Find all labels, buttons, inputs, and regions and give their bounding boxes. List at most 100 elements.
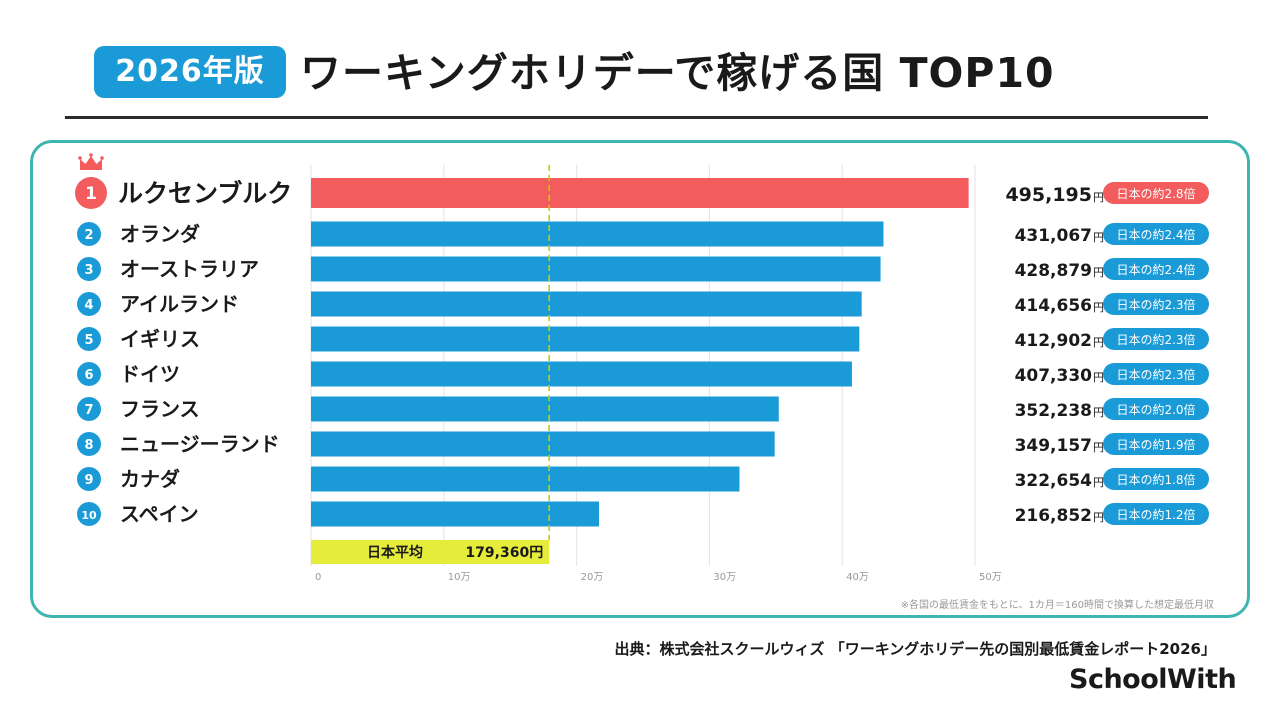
unit-label: 円 xyxy=(1093,406,1104,419)
footnote: ※各国の最低賃金をもとに、1カ月＝160時間で換算した想定最低月収 xyxy=(900,600,1214,611)
ratio-label: 日本の約1.8倍 xyxy=(1116,472,1195,487)
value-label: 431,067 xyxy=(1015,226,1092,246)
ratio-badge xyxy=(1103,182,1209,204)
rank-circle xyxy=(77,502,101,526)
value-label: 216,852 xyxy=(1015,506,1092,526)
country-label: スペイン xyxy=(120,502,199,526)
crown-jewel xyxy=(78,156,82,160)
rank-number: 10 xyxy=(81,509,97,522)
country-label: ドイツ xyxy=(120,362,180,386)
value-label: 349,157 xyxy=(1015,436,1092,456)
ratio-badge xyxy=(1103,258,1209,280)
chart-panel xyxy=(30,140,1250,618)
unit-label: 円 xyxy=(1093,336,1104,349)
bar xyxy=(311,396,779,422)
rank-circle xyxy=(77,397,101,421)
country-label: オランダ xyxy=(120,222,200,246)
rank-circle xyxy=(77,327,101,351)
schoolwith-logo: SchoolWith xyxy=(1069,664,1237,695)
japan-average-value: 179,360円 xyxy=(465,545,543,561)
value-label: 428,879 xyxy=(1015,261,1092,281)
unit-label: 円 xyxy=(1093,191,1104,204)
ratio-label: 日本の約2.4倍 xyxy=(1116,227,1195,242)
bar xyxy=(311,326,860,352)
ratio-badge xyxy=(1103,468,1209,490)
rank-circle xyxy=(77,292,101,316)
ratio-badge xyxy=(1103,293,1209,315)
ratio-badge xyxy=(1103,328,1209,350)
rank-number: 5 xyxy=(84,333,93,348)
country-label: カナダ xyxy=(120,467,180,491)
crown-icon xyxy=(80,156,102,170)
bar xyxy=(311,178,969,208)
x-tick-label: 10万 xyxy=(448,572,471,583)
x-tick-label: 0 xyxy=(315,572,321,583)
rank-number: 4 xyxy=(84,298,93,313)
country-label: ルクセンブルク xyxy=(118,179,292,208)
x-tick-label: 50万 xyxy=(979,572,1002,583)
bar xyxy=(311,256,881,282)
ratio-badge xyxy=(1103,433,1209,455)
rank-number: 1 xyxy=(85,184,97,204)
rank-circle xyxy=(77,432,101,456)
bar xyxy=(311,501,599,527)
value-label: 414,656 xyxy=(1015,296,1092,316)
header: 2026年版 ワーキングホリデーで稼げる国 TOP10 xyxy=(0,0,1280,120)
source-citation: 出典：株式会社スクールウィズ 「ワーキングホリデー先の国別最低賃金レポート202… xyxy=(614,640,1216,658)
rank-number: 8 xyxy=(84,438,93,453)
unit-label: 円 xyxy=(1093,441,1104,454)
rank-circle xyxy=(77,222,101,246)
x-tick-label: 40万 xyxy=(846,572,869,583)
ratio-label: 日本の約2.8倍 xyxy=(1116,186,1195,201)
x-tick-label: 20万 xyxy=(581,572,604,583)
ratio-badge xyxy=(1103,223,1209,245)
value-label: 322,654 xyxy=(1015,471,1093,491)
value-label: 407,330 xyxy=(1015,366,1093,386)
ratio-label: 日本の約2.3倍 xyxy=(1116,367,1195,382)
rank-circle xyxy=(75,177,107,209)
crown-jewel xyxy=(100,156,104,160)
rank-circle xyxy=(77,362,101,386)
ratio-label: 日本の約2.0倍 xyxy=(1116,402,1195,417)
country-label: オーストラリア xyxy=(120,257,259,281)
bar xyxy=(311,431,775,457)
ratio-badge xyxy=(1103,363,1209,385)
year-badge: 2026年版 xyxy=(94,46,286,98)
country-label: ニュージーランド xyxy=(120,432,280,456)
ratio-badge xyxy=(1103,503,1209,525)
rank-circle xyxy=(77,467,101,491)
bar xyxy=(311,291,862,317)
rank-number: 6 xyxy=(84,368,93,383)
japan-average-bar xyxy=(311,540,550,564)
bar xyxy=(311,221,884,247)
ratio-badge xyxy=(1103,398,1209,420)
ratio-label: 日本の約1.2倍 xyxy=(1116,507,1195,522)
ratio-label: 日本の約2.3倍 xyxy=(1116,332,1195,347)
ratio-label: 日本の約2.4倍 xyxy=(1116,262,1195,277)
unit-label: 円 xyxy=(1093,266,1104,279)
value-label: 352,238 xyxy=(1015,401,1092,421)
japan-average-label: 日本平均 xyxy=(367,544,423,561)
unit-label: 円 xyxy=(1093,231,1104,244)
value-label: 412,902 xyxy=(1015,331,1092,351)
rank-circle xyxy=(77,257,101,281)
value-label: 495,195 xyxy=(1005,184,1092,206)
ratio-label: 日本の約2.3倍 xyxy=(1116,297,1195,312)
country-label: アイルランド xyxy=(120,292,239,316)
unit-label: 円 xyxy=(1093,301,1104,314)
bar xyxy=(311,361,852,387)
rank-number: 2 xyxy=(84,228,93,243)
crown-jewel xyxy=(89,153,93,157)
x-tick-label: 30万 xyxy=(713,572,736,583)
page-title: ワーキングホリデーで稼げる国 TOP10 xyxy=(300,49,1055,97)
rank-number: 3 xyxy=(84,263,93,278)
unit-label: 円 xyxy=(1093,511,1104,524)
country-label: イギリス xyxy=(120,327,200,351)
rank-number: 9 xyxy=(84,473,93,488)
unit-label: 円 xyxy=(1093,476,1104,489)
title-divider xyxy=(65,116,1208,119)
bar xyxy=(311,466,740,492)
country-label: フランス xyxy=(120,397,200,421)
ratio-label: 日本の約1.9倍 xyxy=(1116,437,1195,452)
